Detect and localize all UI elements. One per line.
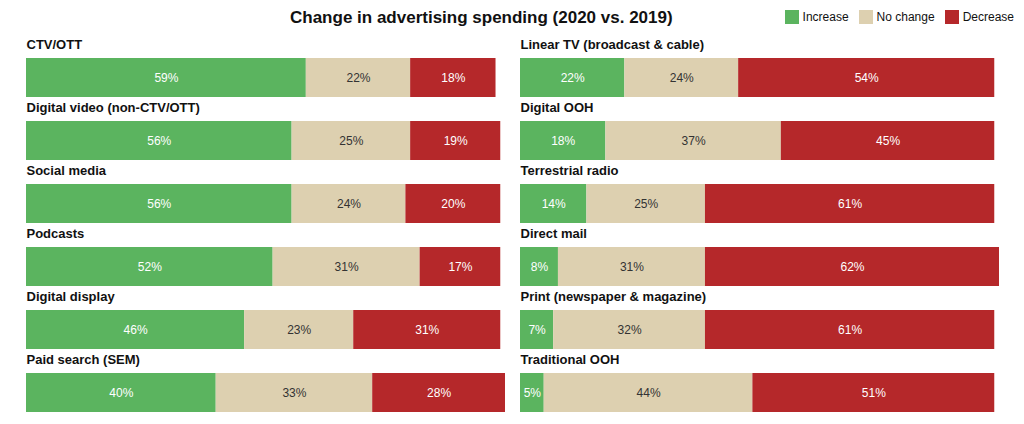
svg-text:52%: 52% [138, 260, 162, 274]
svg-text:18%: 18% [441, 71, 465, 85]
svg-text:14%: 14% [542, 197, 566, 211]
svg-text:19%: 19% [444, 134, 468, 148]
svg-text:44%: 44% [637, 386, 661, 400]
svg-text:22%: 22% [561, 71, 585, 85]
svg-text:46%: 46% [124, 323, 148, 337]
svg-text:25%: 25% [339, 134, 363, 148]
svg-text:31%: 31% [415, 323, 439, 337]
svg-text:CTV/OTT: CTV/OTT [27, 37, 83, 52]
svg-text:33%: 33% [282, 386, 306, 400]
html-text:Change in advertising spending: Change in advertising spending (2020 vs.… [290, 8, 673, 27]
svg-text:28%: 28% [427, 386, 451, 400]
svg-text:Paid search (SEM): Paid search (SEM) [27, 352, 140, 367]
svg-text:Print (newspaper & magazine): Print (newspaper & magazine) [521, 289, 707, 304]
svg-text:Direct mail: Direct mail [521, 226, 587, 241]
svg-text:Digital display: Digital display [27, 289, 116, 304]
svg-text:45%: 45% [876, 134, 900, 148]
svg-text:8%: 8% [531, 260, 549, 274]
svg-text:5%: 5% [524, 386, 542, 400]
svg-text:Digital OOH: Digital OOH [521, 100, 594, 115]
html-text:Increase: Increase [802, 10, 849, 24]
svg-text:31%: 31% [620, 260, 644, 274]
svg-text:61%: 61% [838, 323, 862, 337]
svg-text:62%: 62% [840, 260, 864, 274]
svg-text:Terrestrial radio: Terrestrial radio [521, 163, 619, 178]
svg-text:25%: 25% [634, 197, 658, 211]
svg-text:23%: 23% [287, 323, 311, 337]
svg-text:51%: 51% [862, 386, 886, 400]
svg-text:54%: 54% [855, 71, 879, 85]
svg-text:61%: 61% [838, 197, 862, 211]
svg-text:24%: 24% [337, 197, 361, 211]
svg-text:22%: 22% [346, 71, 370, 85]
html-text:Decrease: Decrease [962, 10, 1014, 24]
html-text:No change: No change [876, 10, 935, 24]
svg-text:32%: 32% [618, 323, 642, 337]
svg-text:18%: 18% [551, 134, 575, 148]
svg-text:17%: 17% [448, 260, 472, 274]
svg-text:Linear TV (broadcast & cable): Linear TV (broadcast & cable) [521, 37, 705, 52]
svg-text:Traditional OOH: Traditional OOH [521, 352, 620, 367]
svg-text:40%: 40% [109, 386, 133, 400]
svg-text:20%: 20% [441, 197, 465, 211]
svg-text:37%: 37% [682, 134, 706, 148]
svg-text:56%: 56% [147, 197, 171, 211]
svg-text:Social media: Social media [27, 163, 107, 178]
svg-text:31%: 31% [335, 260, 359, 274]
svg-text:Podcasts: Podcasts [27, 226, 85, 241]
svg-text:Digital video (non-CTV/OTT): Digital video (non-CTV/OTT) [27, 100, 200, 115]
svg-text:24%: 24% [670, 71, 694, 85]
svg-text:7%: 7% [528, 323, 546, 337]
svg-text:59%: 59% [154, 71, 178, 85]
svg-text:56%: 56% [147, 134, 171, 148]
